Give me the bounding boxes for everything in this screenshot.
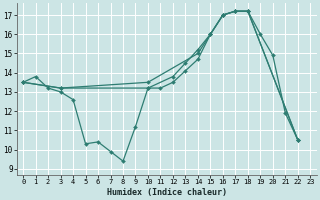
X-axis label: Humidex (Indice chaleur): Humidex (Indice chaleur) — [107, 188, 227, 197]
